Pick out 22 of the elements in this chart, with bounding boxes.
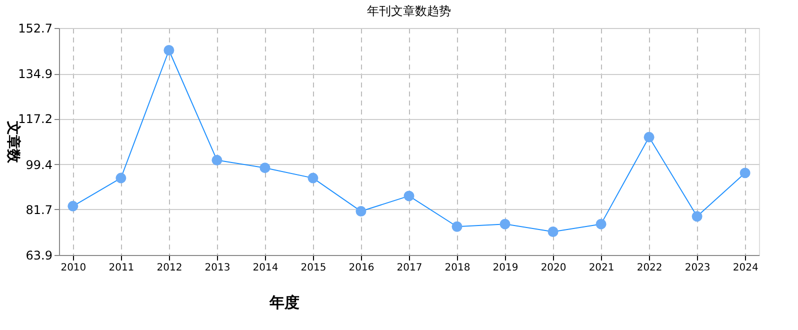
- x-axis-title: 年度: [268, 294, 300, 312]
- x-tick-label: 2016: [348, 262, 374, 274]
- x-tick-label: 2013: [204, 262, 230, 274]
- x-tick-label: 2015: [300, 262, 326, 274]
- x-tick-label: 2020: [540, 262, 566, 274]
- x-tick-label: 2010: [60, 262, 86, 274]
- x-tick-label: 2022: [636, 262, 662, 274]
- x-tick-label: 2019: [492, 262, 518, 274]
- x-tick-label: 2017: [396, 262, 422, 274]
- x-tick-label: 2011: [108, 262, 134, 274]
- y-tick-label: 152.7: [18, 22, 52, 36]
- x-tick-label: 2024: [732, 262, 758, 274]
- x-tick-label: 2012: [156, 262, 182, 274]
- y-tick-label: 63.9: [26, 248, 52, 262]
- x-tick-label: 2014: [252, 262, 278, 274]
- y-tick-label: 134.9: [18, 67, 52, 81]
- chart-title: 年刊文章数趋势: [367, 4, 451, 18]
- x-tick-label: 2018: [444, 262, 470, 274]
- y-tick-label: 81.7: [26, 203, 52, 217]
- y-tick-label: 99.4: [26, 158, 52, 172]
- x-tick-label: 2023: [684, 262, 710, 274]
- x-tick-label: 2021: [588, 262, 614, 274]
